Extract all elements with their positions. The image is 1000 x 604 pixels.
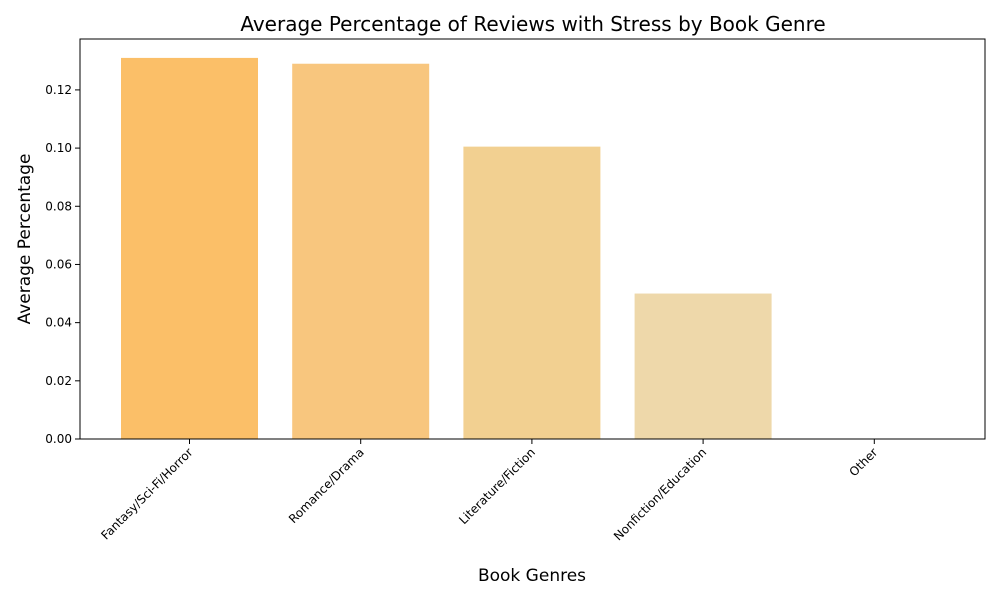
y-tick-label: 0.12 <box>45 83 72 97</box>
y-tick-label: 0.00 <box>45 432 72 446</box>
x-tick-label: Literature/Fiction <box>456 445 538 527</box>
x-axis-label: Book Genres <box>478 566 586 586</box>
plot-frame <box>79 38 986 440</box>
y-axis-label: Average Percentage <box>15 154 35 325</box>
y-tick-label: 0.04 <box>45 316 72 330</box>
y-tick-label: 0.10 <box>45 141 72 155</box>
x-tick-label: Other <box>846 445 880 479</box>
x-tick-label: Fantasy/Sci-Fi/Horror <box>98 445 195 542</box>
chart-title: Average Percentage of Reviews with Stres… <box>240 12 825 36</box>
x-tick-label: Nonfiction/Education <box>611 445 709 543</box>
x-tick-label: Romance/Drama <box>286 445 367 526</box>
y-tick-label: 0.02 <box>45 374 72 388</box>
bars-layer <box>121 57 772 440</box>
bar-2 <box>292 63 430 440</box>
y-tick-label: 0.08 <box>45 199 72 213</box>
y-tick-label: 0.06 <box>45 257 72 271</box>
bar-4 <box>634 293 772 439</box>
bar-3 <box>463 146 601 440</box>
bar-1 <box>121 57 258 440</box>
